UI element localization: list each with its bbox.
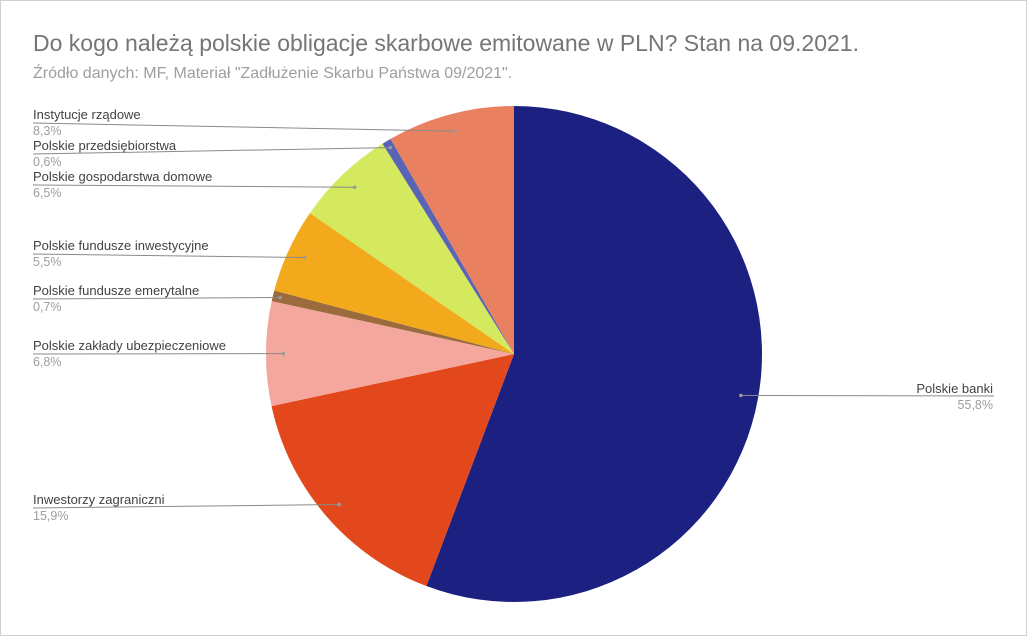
label-fundusze-inwestycyjne: Polskie fundusze inwestycyjne <box>33 238 209 253</box>
chart-subtitle: Źródło danych: MF, Materiał "Zadłużenie … <box>33 65 513 82</box>
pct-fundusze-inwestycyjne: 5,5% <box>33 255 62 269</box>
pie-slice[interactable] <box>274 213 514 354</box>
chart-title: Do kogo należą polskie obligacje skarbow… <box>33 30 859 56</box>
pct-przedsiebiorstwa: 0,6% <box>33 155 62 169</box>
label-instytucje-rzadowe: Instytucje rządowe <box>33 107 141 122</box>
pie-slice[interactable] <box>271 354 514 587</box>
pie-slice[interactable] <box>309 143 514 354</box>
label-gospodarstwa-domowe: Polskie gospodarstwa domowe <box>33 169 213 184</box>
pct-fundusze-emerytalne: 0,7% <box>33 300 62 314</box>
label-polskie-banki: Polskie banki <box>916 381 993 396</box>
pie-slice[interactable] <box>265 301 514 407</box>
label-zaklady-ubezpieczeniowe: Polskie zakłady ubezpieczeniowe <box>33 338 226 353</box>
pie-slice[interactable] <box>382 138 514 354</box>
pie-slice[interactable] <box>426 106 762 602</box>
pct-gospodarstwa-domowe: 6,5% <box>33 186 62 200</box>
label-przedsiebiorstwa: Polskie przedsiębiorstwa <box>33 138 177 153</box>
pie-slice[interactable] <box>271 290 514 354</box>
pie-slice[interactable] <box>390 106 514 354</box>
pct-polskie-banki: 55,8% <box>957 398 993 412</box>
leader-lines <box>32 122 995 509</box>
pie-slices <box>265 106 762 602</box>
label-fundusze-emerytalne: Polskie fundusze emerytalne <box>33 283 200 298</box>
pct-zaklady-ubezpieczeniowe: 6,8% <box>33 355 62 369</box>
label-inwestorzy-zagraniczni: Inwestorzy zagraniczni <box>33 492 165 507</box>
pct-instytucje-rzadowe: 8,3% <box>33 124 62 138</box>
pct-inwestorzy-zagraniczni: 15,9% <box>33 509 69 523</box>
